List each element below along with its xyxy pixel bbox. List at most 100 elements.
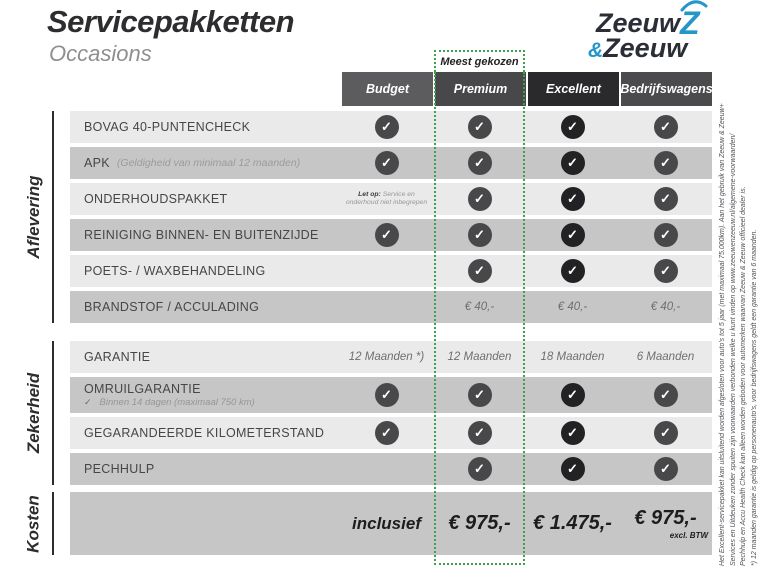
table-body: BOVAG 40-PUNTENCHECK ✓ ✓ ✓ ✓ APK (Geldig… (70, 111, 712, 555)
cell-excellent: ✓ (526, 383, 619, 407)
check-icon: ✓ (467, 383, 492, 407)
check-icon: ✓ (374, 151, 399, 175)
cell-premium: ✓ (433, 115, 526, 139)
row-label: BRANDSTOF / ACCULADING (70, 300, 340, 314)
row-label: REINIGING BINNEN- EN BUITENZIJDE (70, 228, 340, 242)
column-header-bedrijfswagens: Bedrijfswagens (620, 72, 713, 106)
row-label: APK (Geldigheid van minimaal 12 maanden) (70, 156, 340, 170)
table-row-pechhulp: PECHHULP ✓ ✓ ✓ (70, 453, 712, 485)
zekerheid-rule (52, 341, 54, 485)
check-icon: ✓ (560, 115, 585, 139)
check-icon: ✓ (560, 223, 585, 247)
section-gap (70, 327, 712, 341)
cell-premium: 12 Maanden (433, 351, 526, 363)
check-icon: ✓ (653, 151, 678, 175)
cell-bedrijfswagens: ✓ (619, 115, 712, 139)
row-label: GEGARANDEERDE KILOMETERSTAND (70, 426, 340, 440)
footnote-line: Services en Uitdeuken zonder spuiten zij… (729, 133, 737, 566)
mini-check-icon: ✓ (84, 397, 92, 407)
cell-excellent: ✓ (526, 187, 619, 211)
zeeuw-zeeuw-logo: ZeeuwZ &Zeeuw (588, 0, 708, 62)
cell-bedrijfswagens: € 40,- (619, 301, 712, 313)
cell-budget: ✓ (340, 421, 433, 445)
row-label-text: BRANDSTOF / ACCULADING (84, 300, 260, 314)
kosten-price: € 975,- (634, 507, 697, 529)
kosten-rule (52, 492, 54, 555)
cell-premium: ✓ (433, 421, 526, 445)
cell-budget: ✓ (340, 115, 433, 139)
row-label-text: ONDERHOUDSPAKKET (84, 192, 228, 206)
check-icon: ✓ (653, 115, 678, 139)
check-icon: ✓ (467, 151, 492, 175)
kosten-row: inclusief € 975,- € 1.475,- € 975,- excl… (70, 492, 712, 555)
table-row-poets: POETS- / WAXBEHANDELING ✓ ✓ ✓ (70, 255, 712, 287)
row-note-bold: Let op: (358, 190, 381, 198)
kosten-value: inclusief (352, 513, 421, 533)
price-value: € 40,- (650, 301, 681, 313)
row-label: BOVAG 40-PUNTENCHECK (70, 120, 340, 134)
aflevering-rule (52, 111, 54, 323)
cell-excellent: ✓ (526, 421, 619, 445)
check-icon: ✓ (467, 457, 492, 481)
check-icon: ✓ (653, 223, 678, 247)
row-label-text: REINIGING BINNEN- EN BUITENZIJDE (84, 228, 319, 242)
cell-bedrijfswagens: ✓ (619, 421, 712, 445)
check-icon: ✓ (467, 421, 492, 445)
row-label-text: GEGARANDEERDE KILOMETERSTAND (84, 426, 325, 440)
cell-premium: ✓ (433, 457, 526, 481)
cell-budget: ✓ (340, 151, 433, 175)
column-header-budget: Budget (342, 72, 433, 106)
check-icon: ✓ (374, 383, 399, 407)
cell-budget: 12 Maanden *) (340, 351, 433, 363)
check-icon: ✓ (467, 187, 492, 211)
cell-excellent: 18 Maanden (526, 351, 619, 363)
cell-excellent: € 1.475,- (526, 512, 619, 535)
price-value: € 40,- (557, 301, 588, 313)
cell-bedrijfswagens: 6 Maanden (619, 351, 712, 363)
row-label: PECHHULP (70, 462, 340, 476)
check-icon: ✓ (560, 383, 585, 407)
row-label-text: OMRUILGARANTIE (84, 382, 201, 396)
column-headers: Budget Premium Excellent Bedrijfswagens (70, 72, 713, 106)
cell-bedrijfswagens: ✓ (619, 457, 712, 481)
footnotes: Het Excellent-servicepakket kan uitsluit… (718, 10, 766, 566)
garantie-value: 18 Maanden (540, 351, 605, 363)
cell-bedrijfswagens: ✓ (619, 187, 712, 211)
table-row-reiniging: REINIGING BINNEN- EN BUITENZIJDE ✓ ✓ ✓ ✓ (70, 219, 712, 251)
cell-premium: ✓ (433, 187, 526, 211)
row-label-text: BOVAG 40-PUNTENCHECK (84, 120, 251, 134)
check-icon: ✓ (374, 421, 399, 445)
cell-premium: ✓ (433, 223, 526, 247)
garantie-value: 12 Maanden *) (348, 351, 425, 363)
check-icon: ✓ (560, 187, 585, 211)
table-row-kilometerstand: GEGARANDEERDE KILOMETERSTAND ✓ ✓ ✓ ✓ (70, 417, 712, 449)
row-label: ONDERHOUDSPAKKET (70, 192, 340, 206)
cell-excellent: ✓ (526, 151, 619, 175)
column-header-premium: Premium (435, 72, 526, 106)
row-subline-text: Binnen 14 dagen (maximaal 750 km) (99, 397, 255, 408)
row-label-text: GARANTIE (84, 350, 151, 364)
footnote-line: Het Excellent-servicepakket kan uitsluit… (719, 103, 726, 566)
meest-gekozen-badge: Meest gekozen (434, 50, 525, 72)
cell-bedrijfswagens: ✓ (619, 151, 712, 175)
check-icon: ✓ (653, 457, 678, 481)
check-icon: ✓ (653, 421, 678, 445)
table-row-brandstof: BRANDSTOF / ACCULADING € 40,- € 40,- € 4… (70, 291, 712, 323)
row-label-text: POETS- / WAXBEHANDELING (84, 264, 266, 278)
logo-line2: &Zeeuw (588, 35, 700, 62)
page-title: Servicepakketten (47, 4, 295, 39)
row-label-text: PECHHULP (84, 462, 155, 476)
table-row-omruilgarantie: OMRUILGARANTIE ✓ Binnen 14 dagen (maximaa… (70, 377, 712, 413)
cell-premium: ✓ (433, 151, 526, 175)
logo-ampersand: & (588, 39, 604, 62)
check-icon: ✓ (653, 259, 678, 283)
check-icon: ✓ (374, 223, 399, 247)
row-label: GARANTIE (70, 350, 340, 364)
table-row-onderhoudspakket: ONDERHOUDSPAKKET Let op: Service en onde… (70, 183, 712, 215)
cell-budget: ✓ (340, 223, 433, 247)
check-icon: ✓ (560, 457, 585, 481)
row-label: OMRUILGARANTIE ✓ Binnen 14 dagen (maximaa… (70, 382, 340, 408)
table-row-bovag: BOVAG 40-PUNTENCHECK ✓ ✓ ✓ ✓ (70, 111, 712, 143)
check-icon: ✓ (653, 187, 678, 211)
